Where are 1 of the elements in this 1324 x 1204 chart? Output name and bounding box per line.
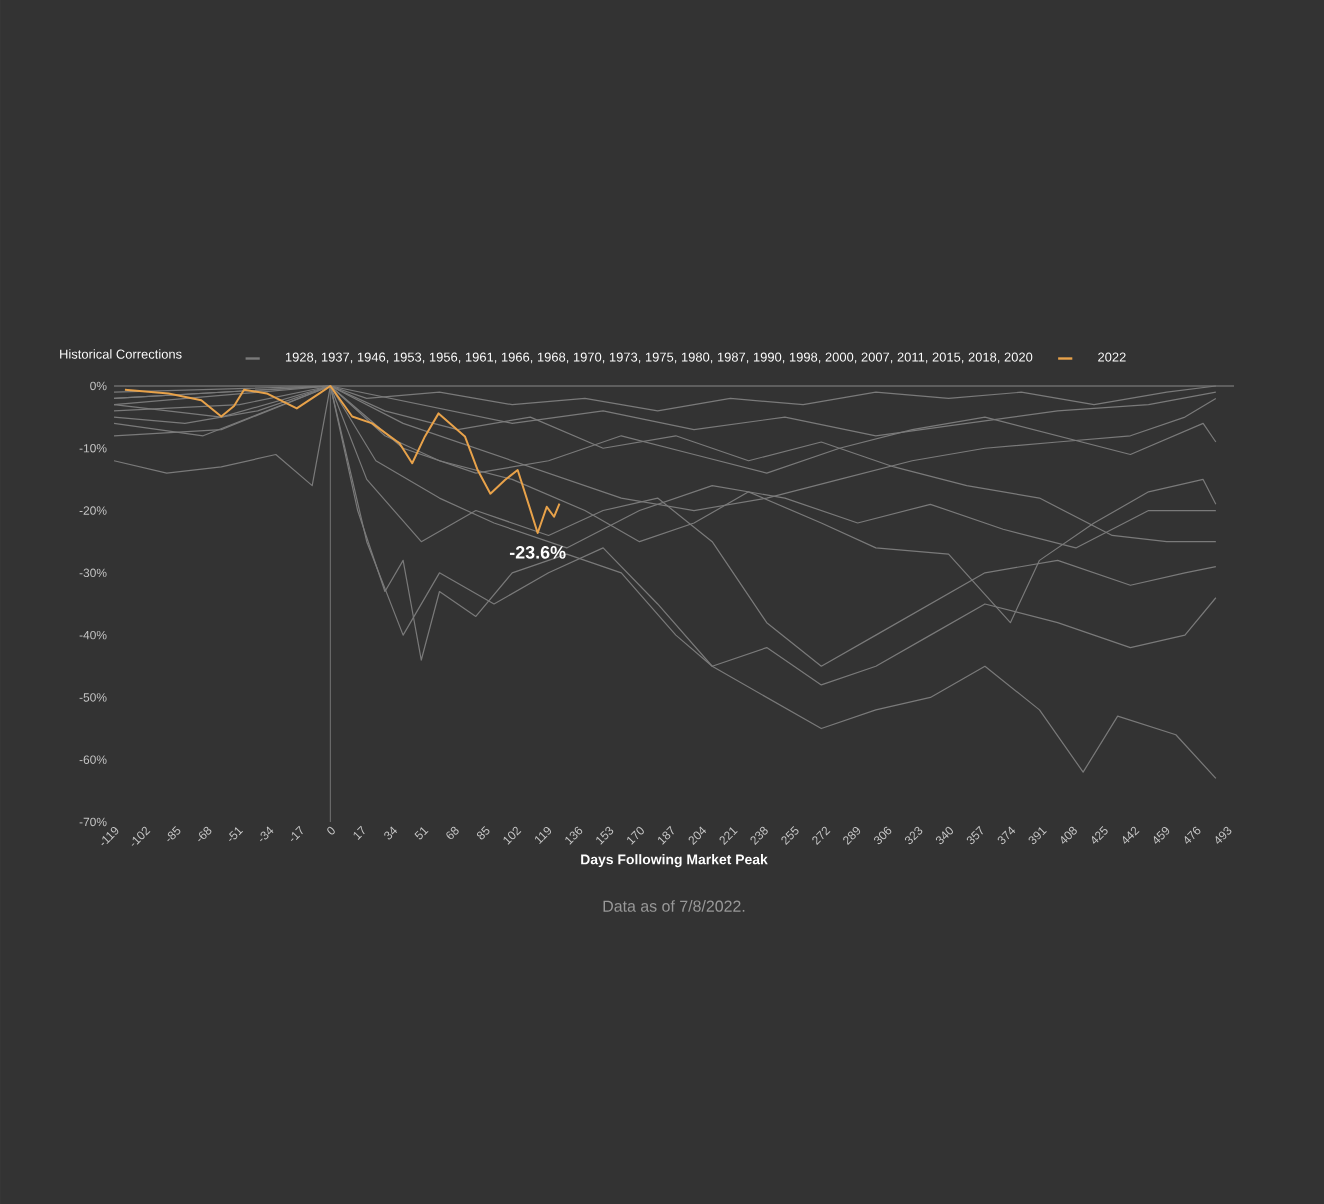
annotation: -23.6% <box>509 546 566 559</box>
